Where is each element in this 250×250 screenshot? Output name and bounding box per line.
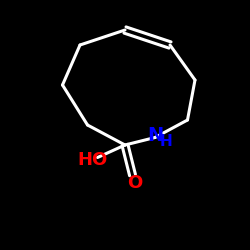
Text: N: N: [147, 126, 163, 145]
Text: HO: HO: [78, 151, 108, 169]
Text: O: O: [128, 174, 142, 192]
Text: H: H: [160, 134, 172, 150]
